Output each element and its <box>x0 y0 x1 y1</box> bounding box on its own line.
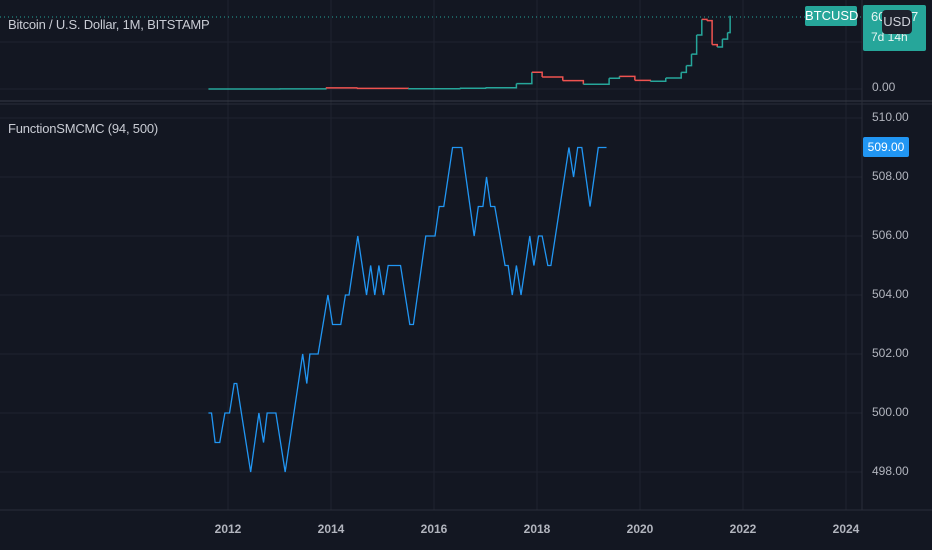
price-tag-start: 60 <box>871 9 886 24</box>
price-axis-label: 506.00 <box>872 228 909 242</box>
symbol-tag: BTCUSD <box>805 6 858 26</box>
currency-tooltip[interactable]: USD <box>882 10 912 34</box>
candle <box>691 34 698 55</box>
indicator-line <box>208 146 607 473</box>
time-axis-label: 2020 <box>626 522 654 536</box>
grid <box>0 0 862 510</box>
candle <box>706 19 713 45</box>
candle <box>701 18 708 21</box>
price-axis-label: 498.00 <box>872 464 909 478</box>
time-axis-label: 2024 <box>832 522 860 536</box>
candle <box>717 39 724 48</box>
candle <box>681 65 688 74</box>
indicator-series <box>208 146 607 473</box>
indicator-value-tag: 509.00 <box>863 137 909 157</box>
candle <box>634 79 652 82</box>
indicator-legend[interactable]: FunctionSMCMC (94, 500) <box>8 121 159 136</box>
candle <box>279 87 327 90</box>
candle <box>562 79 585 85</box>
candle <box>696 19 703 36</box>
price-axis-label: 500.00 <box>872 405 909 419</box>
last-price-tag: 60 7 7d 14h <box>863 5 926 51</box>
btc-price-series <box>208 15 731 90</box>
main-legend[interactable]: Bitcoin / U.S. Dollar, 1M, BITSTAMP <box>8 17 210 32</box>
candle <box>712 43 718 47</box>
price-axis-label: 504.00 <box>872 287 909 301</box>
time-axis-label: 2022 <box>729 522 757 536</box>
candle <box>583 78 610 85</box>
time-axis-label: 2016 <box>420 522 448 536</box>
candle <box>722 32 729 40</box>
time-axis-label: 2014 <box>317 522 345 536</box>
price-tag-end: 7 <box>911 9 919 24</box>
price-axis-label: 510.00 <box>872 110 909 124</box>
candle <box>650 77 667 82</box>
price-axis-label: 502.00 <box>872 346 909 360</box>
candle <box>516 72 533 85</box>
candle <box>531 71 543 77</box>
price-axis-label-zero: 0.00 <box>872 80 896 94</box>
candle <box>542 76 564 81</box>
candle <box>686 54 693 67</box>
time-axis-label: 2018 <box>523 522 551 536</box>
candle <box>727 15 731 34</box>
candle <box>485 83 518 89</box>
candle <box>619 75 636 81</box>
candle <box>609 76 621 79</box>
time-axis-label: 2012 <box>214 522 242 536</box>
price-axis-label: 508.00 <box>872 169 909 183</box>
candle <box>665 72 682 79</box>
